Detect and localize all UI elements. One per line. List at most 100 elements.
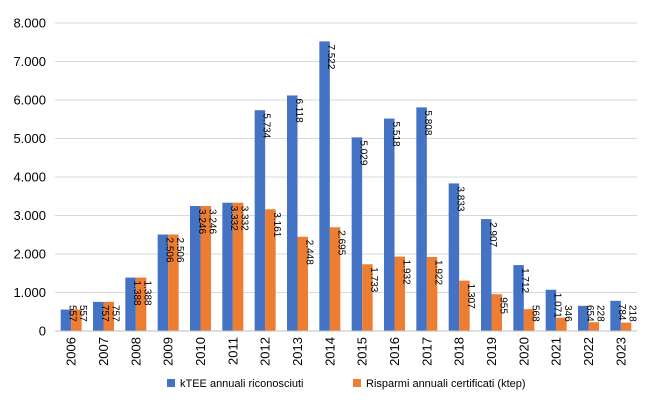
bar-risparmi [459, 280, 470, 331]
data-label-ktee: 7.522 [325, 44, 336, 69]
x-tick-label: 2015 [355, 337, 370, 366]
data-label-ktee: 654 [584, 305, 595, 322]
bar-risparmi [168, 234, 179, 331]
x-tick-label: 2006 [64, 337, 79, 366]
bar-ktee [287, 95, 298, 331]
bar-ktee [190, 206, 201, 331]
x-tick-label: 2022 [581, 337, 596, 366]
data-label-ktee: 2.907 [487, 222, 498, 247]
data-label-risparmi: 218 [627, 305, 638, 322]
bar-ktee [545, 289, 557, 331]
bar-ktee [319, 41, 330, 331]
data-label-risparmi: 1.388 [142, 281, 153, 306]
y-tick-label: 3.000 [13, 208, 46, 223]
y-tick-label: 7.000 [13, 54, 46, 69]
bar-ktee [416, 107, 427, 331]
bar-ktee [578, 305, 589, 331]
x-tick-label: 2017 [419, 337, 434, 366]
bar-risparmi [265, 209, 276, 331]
x-axis: 2006 2007 2008 2009 2010 2011 2012 2013 2014 2015… [55, 330, 637, 366]
data-label-risparmi: 557 [77, 305, 88, 322]
bar-risparmi [620, 322, 632, 331]
bar-ktee [384, 118, 395, 331]
x-tick-label: 2009 [161, 337, 176, 366]
data-label-ktee: 1.712 [519, 268, 530, 293]
y-tick-label: 4.000 [13, 170, 46, 185]
data-label-risparmi: 568 [530, 305, 541, 322]
gridlines [55, 22, 637, 293]
bar-risparmi [135, 277, 147, 331]
y-tick-label: 1.000 [13, 285, 46, 300]
x-tick-label: 2018 [452, 337, 467, 366]
data-label-ktee: 784 [616, 304, 627, 321]
bar-ktee [481, 219, 492, 331]
y-tick-label: 8.000 [13, 16, 46, 31]
y-tick-label: 6.000 [13, 93, 46, 108]
bar-ktee [157, 234, 169, 331]
x-tick-label: 2012 [258, 337, 273, 366]
data-label-risparmi: 2.448 [303, 240, 314, 265]
bar-ktee [351, 137, 363, 331]
bar-ktee [448, 183, 460, 331]
bars [60, 41, 632, 331]
legend-label-ktee: kTEE annuali riconosciuti [180, 378, 304, 390]
bar-ktee [125, 277, 136, 331]
data-label-risparmi: 228 [594, 305, 605, 322]
y-tick-label: 5.000 [13, 131, 46, 146]
data-label-risparmi: 1.307 [465, 284, 476, 309]
y-tick-label: 2.000 [13, 247, 46, 262]
x-tick-label: 2020 [516, 337, 531, 366]
data-label-risparmi: 3.246 [206, 209, 217, 234]
data-label-risparmi: 2.506 [174, 238, 185, 263]
data-labels: 557 557 757 757 1.388 1.388 2.506 2.506 3.246 3.2… [66, 44, 637, 322]
data-label-ktee: 757 [99, 305, 110, 322]
bar-ktee [93, 301, 104, 331]
x-tick-label: 2021 [549, 337, 564, 366]
x-tick-label: 2010 [193, 337, 208, 366]
data-label-ktee: 3.833 [454, 186, 465, 211]
data-label-ktee: 1.071 [551, 293, 562, 318]
legend-swatch-risparmi [353, 379, 361, 387]
data-label-risparmi: 1.922 [433, 260, 444, 285]
legend: kTEE annuali riconosciuti Risparmi annua… [167, 378, 526, 390]
bar-risparmi [232, 202, 244, 331]
bar-risparmi [103, 301, 114, 331]
data-label-risparmi: 346 [562, 305, 573, 322]
bar-risparmi [491, 294, 502, 331]
bar-risparmi [394, 256, 405, 331]
y-tick-label: 0 [39, 324, 46, 339]
x-tick-label: 2008 [128, 337, 143, 366]
data-label-ktee: 5.518 [390, 122, 401, 147]
x-tick-label: 2019 [484, 337, 499, 366]
bar-risparmi [297, 236, 308, 331]
bar-risparmi [329, 227, 341, 331]
bar-ktee [513, 265, 524, 331]
data-label-risparmi: 955 [497, 297, 508, 314]
x-tick-label: 2014 [322, 337, 337, 366]
data-label-ktee: 2.506 [163, 238, 174, 263]
bar-risparmi [362, 264, 373, 331]
data-label-ktee: 3.332 [228, 206, 239, 231]
data-label-ktee: 5.029 [357, 140, 368, 165]
bar-ktee [254, 110, 266, 331]
bar-risparmi [200, 206, 211, 331]
x-tick-label: 2013 [290, 337, 305, 366]
data-label-ktee: 3.246 [196, 209, 207, 234]
bar-ktee [610, 300, 621, 331]
x-tick-label: 2016 [387, 337, 402, 366]
x-tick-label: 2011 [225, 337, 240, 365]
data-label-ktee: 5.734 [260, 113, 271, 138]
bar-risparmi [556, 317, 567, 331]
x-tick-label: 2023 [613, 337, 628, 366]
legend-label-risparmi: Risparmi annuali certificati (ktep) [366, 378, 526, 390]
x-tick-label: 2007 [96, 337, 111, 366]
bar-ktee [222, 202, 233, 331]
data-label-risparmi: 2.695 [336, 230, 347, 255]
data-label-ktee: 557 [66, 305, 77, 322]
data-label-risparmi: 757 [109, 305, 120, 322]
bar-ktee [60, 309, 72, 331]
data-label-risparmi: 1.733 [368, 267, 379, 292]
legend-swatch-ktee [167, 379, 175, 387]
data-label-risparmi: 3.161 [271, 212, 282, 237]
bar-risparmi [426, 257, 438, 331]
